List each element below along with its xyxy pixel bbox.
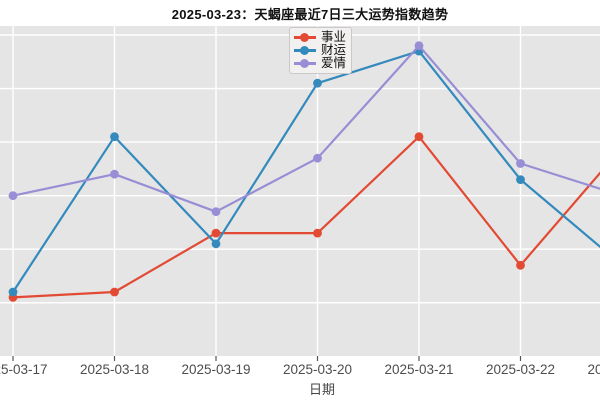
- series-wealth-marker: [516, 175, 525, 185]
- x-tick-label: 2025-03-22: [486, 362, 555, 377]
- legend-wealth-dot-icon: [300, 46, 309, 56]
- series-love-marker: [8, 191, 18, 201]
- series-love-marker: [516, 159, 525, 168]
- series-love-marker: [211, 207, 221, 217]
- series-love-marker: [313, 153, 322, 163]
- series-career-marker: [110, 287, 119, 297]
- series-career-marker: [313, 228, 322, 238]
- series-career-marker: [516, 260, 525, 270]
- x-tick-label: 2025-03-18: [80, 362, 149, 377]
- series-career-marker: [414, 132, 424, 142]
- legend-item-love: 爱情: [294, 57, 347, 70]
- series-love-marker: [414, 41, 424, 51]
- legend-item-wealth: 财运: [294, 44, 347, 57]
- series-wealth-marker: [211, 239, 221, 249]
- legend-career-line-icon: [294, 33, 316, 43]
- series-wealth-marker: [313, 78, 322, 88]
- legend-career-dot-icon: [300, 33, 309, 43]
- x-tick-label: 2025-03-19: [181, 362, 250, 377]
- chart-legend: 事业 财运 爱情: [289, 27, 352, 74]
- x-axis-label: 日期: [308, 382, 336, 397]
- legend-wealth-line-icon: [294, 46, 316, 56]
- x-tick-label: 2025-03-23: [587, 362, 600, 377]
- series-wealth-marker: [8, 287, 18, 297]
- legend-love-line-icon: [294, 59, 316, 69]
- x-tick-label: 2025-03-21: [384, 362, 453, 377]
- series-career-marker: [211, 228, 221, 238]
- legend-love-label: 爱情: [321, 56, 347, 71]
- legend-love-dot-icon: [300, 59, 309, 69]
- series-wealth-marker: [110, 132, 119, 142]
- chart-title: 2025-03-23：天蝎座最近7日三大运势指数趋势: [171, 7, 449, 22]
- series-love-marker: [110, 169, 119, 179]
- plot-background: [0, 26, 600, 356]
- legend-wealth-label: 财运: [321, 43, 347, 58]
- x-tick-label: 2025-03-17: [0, 362, 48, 377]
- x-tick-label: 2025-03-20: [283, 362, 352, 377]
- legend-career-label: 事业: [321, 30, 347, 45]
- legend-item-career: 事业: [294, 31, 347, 44]
